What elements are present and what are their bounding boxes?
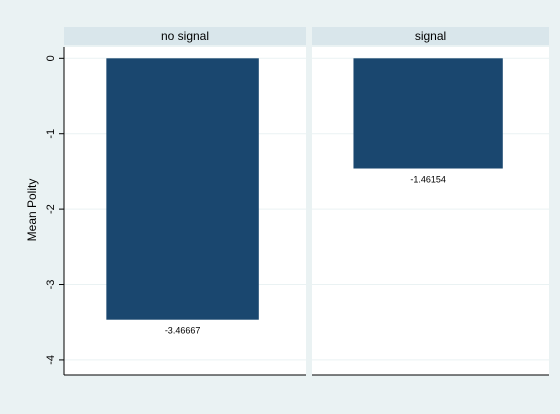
bar-value-label: -3.46667	[165, 326, 201, 336]
bar-value-label: -1.46154	[410, 175, 446, 185]
bar	[353, 58, 503, 169]
y-tick-label: -3	[45, 280, 57, 290]
y-tick-label: -1	[45, 129, 57, 139]
panel-2: signal -1.46154	[312, 27, 549, 376]
y-tick-label: -4	[45, 355, 57, 365]
bar	[106, 58, 259, 320]
panel-title: no signal	[161, 29, 209, 43]
y-tick-label: 0	[45, 55, 57, 61]
y-axis-title: Mean Polity	[25, 179, 39, 242]
y-axis: 0 -1 -2 -3 -4	[45, 47, 65, 375]
y-tick-label: -2	[45, 204, 57, 214]
panel-strip	[312, 27, 549, 45]
panel-strip	[64, 27, 306, 45]
panel-title: signal	[415, 29, 446, 43]
panel-1: no signal -3.46667	[64, 27, 306, 376]
panels-group: no signal -3.46667 signal -1.46154	[64, 27, 549, 376]
